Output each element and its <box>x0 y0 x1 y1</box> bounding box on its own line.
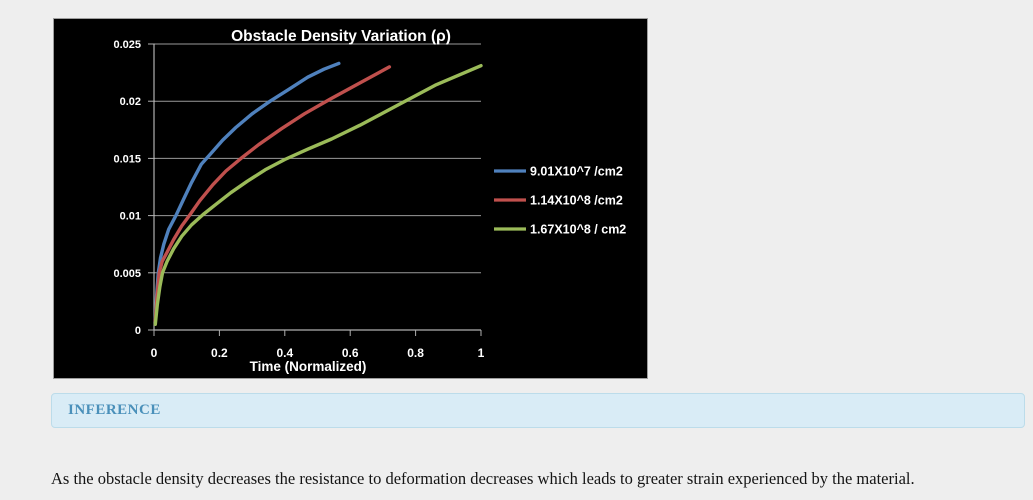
legend-label-0: 9.01X10^7 /cm2 <box>530 165 623 179</box>
inference-box: INFERENCE <box>51 393 1025 428</box>
series-line-1 <box>153 65 392 323</box>
x-tick-label: 0 <box>151 346 158 360</box>
series-line-0 <box>153 61 341 321</box>
chart-panel: 0 0.005 0.01 0.015 0.02 0.025 0 0.2 0.4 0.6 0.8 1 9.… <box>53 18 648 379</box>
x-tick-label: 0.8 <box>407 346 424 360</box>
x-axis-title: Time (Normalized) <box>250 359 367 374</box>
legend-label-2: 1.67X10^8 / cm2 <box>530 223 626 237</box>
chart-svg: 0 0.005 0.01 0.015 0.02 0.025 0 0.2 0.4 0.6 0.8 1 9.… <box>113 28 626 374</box>
chart-title: Obstacle Density Variation (ρ) <box>231 28 451 45</box>
inference-heading: INFERENCE <box>68 402 161 418</box>
legend-label-1: 1.14X10^8 /cm2 <box>530 194 623 208</box>
y-tick-label: 0 <box>135 325 141 337</box>
x-tick-label: 0.6 <box>342 346 359 360</box>
series-line-2 <box>153 64 483 326</box>
y-tick-label: 0.02 <box>120 96 141 108</box>
y-tick-label: 0.005 <box>113 268 141 280</box>
y-tick-label: 0.01 <box>120 211 141 223</box>
y-tick-label: 0.015 <box>113 153 141 165</box>
x-tick-label: 0.4 <box>276 346 293 360</box>
y-tick-label: 0.025 <box>113 39 141 51</box>
inference-body-text: As the obstacle density decreases the re… <box>51 468 915 488</box>
x-tick-label: 1 <box>478 346 485 360</box>
x-tick-label: 0.2 <box>211 346 228 360</box>
